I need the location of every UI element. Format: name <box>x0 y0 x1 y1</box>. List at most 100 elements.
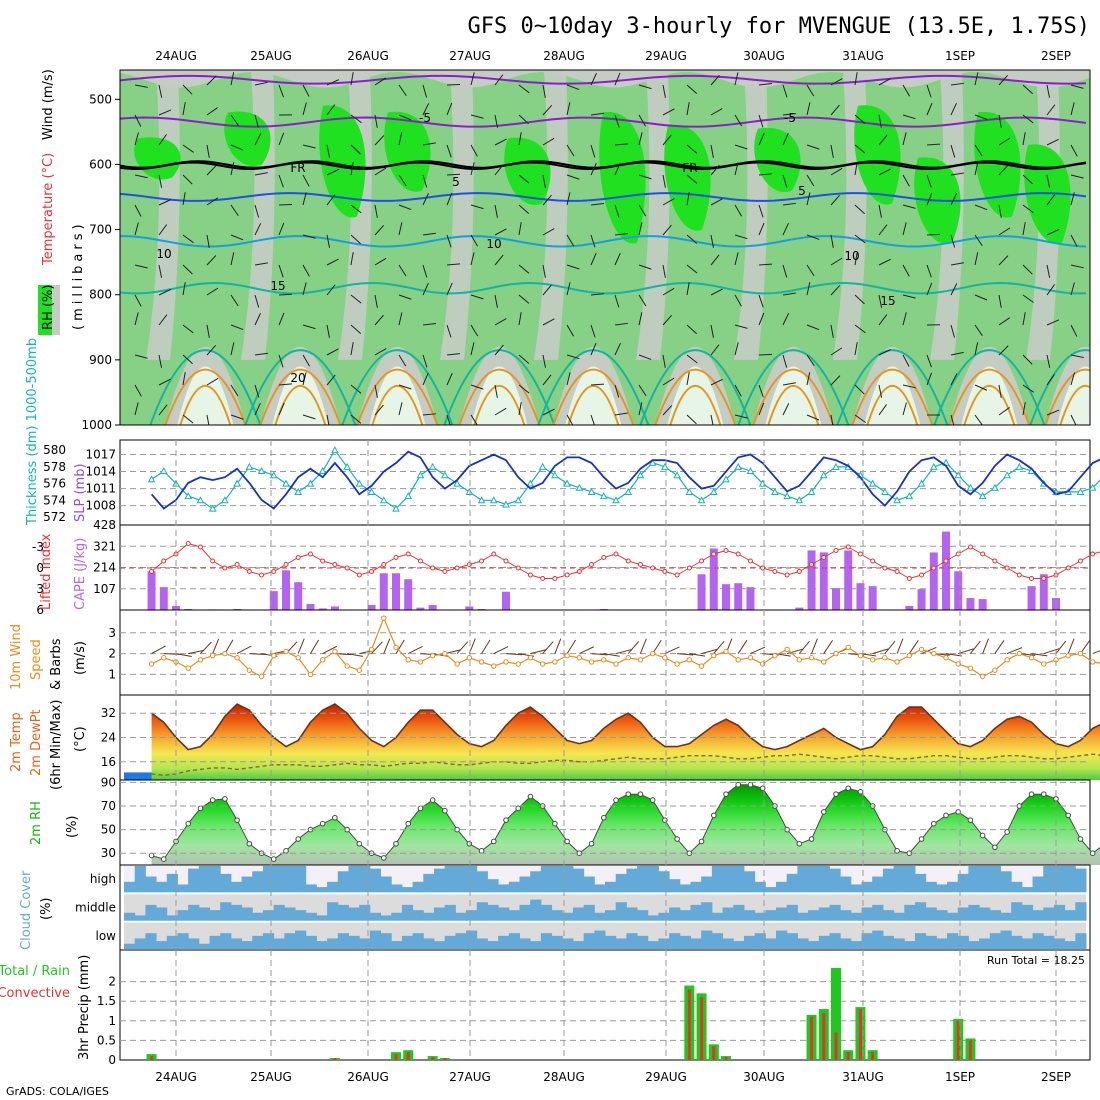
upper-wind-barb <box>1070 372 1076 386</box>
cloud-cover-cell <box>594 912 606 921</box>
upper-wind-barb <box>182 174 193 185</box>
upper-wind-barb <box>830 257 843 266</box>
upper-wind-barb <box>182 372 186 386</box>
wind10m-barb <box>456 641 469 654</box>
upper-wind-barb <box>446 263 460 266</box>
upper-wind-barb <box>734 252 739 266</box>
thickness-marker <box>379 496 388 504</box>
rh2m-marker <box>759 785 766 792</box>
cloud-cover-cell <box>733 941 745 949</box>
wind10m-marker <box>344 663 350 669</box>
upper-wind-barb <box>614 233 628 236</box>
temp2m-unit: (°C) <box>73 726 88 752</box>
cloud-cover-cell <box>530 941 542 949</box>
upper-wind-barb <box>1022 132 1026 146</box>
wind10m-tick-label: 2 <box>108 647 116 661</box>
wind10m-marker <box>564 652 570 659</box>
upper-wind-barb <box>158 199 172 206</box>
thickness-marker <box>367 487 376 495</box>
upper-wind-barb <box>614 294 620 308</box>
cape-bar <box>269 591 278 610</box>
thickness-marker <box>881 487 889 495</box>
upper-wind-barb <box>974 114 988 120</box>
cloud-label: Cloud Cover <box>19 870 34 950</box>
upper-wind-barb <box>998 114 1002 128</box>
wind10m-marker <box>466 655 473 661</box>
cloud-cover-cell <box>369 868 382 893</box>
cloud-cover-cell <box>487 941 499 949</box>
upper-wind-barb <box>398 174 407 187</box>
slp-tick-label: 1017 <box>85 448 116 462</box>
upper-wind-barb <box>926 192 933 206</box>
lifted-index-marker <box>894 569 900 574</box>
temp-arch-20 <box>836 349 949 425</box>
upper-wind-barb <box>590 293 604 296</box>
upper-wind-barb <box>566 282 571 296</box>
cloud-cover-cell <box>530 899 542 921</box>
cloud-cover-cell <box>925 907 937 921</box>
upper-wind-barb <box>734 414 748 419</box>
thickness-tick-label: 578 <box>43 460 66 474</box>
cloud-cover-cell <box>989 933 1001 949</box>
wind10m-marker <box>161 655 167 661</box>
upper-wind-barb <box>854 144 866 154</box>
upper-wind-barb <box>182 84 193 95</box>
cloud-cover-cell <box>273 904 285 921</box>
upper-wind-barb <box>590 73 597 86</box>
upper-wind-barb <box>494 164 504 176</box>
upper-wind-barb <box>662 377 675 386</box>
thickness-marker <box>514 496 523 504</box>
precip-convective-bar <box>406 1052 410 1060</box>
cloud-cover-cell <box>262 933 275 949</box>
cloud-cover-cell <box>284 907 296 921</box>
cloud-cover-cell <box>337 904 349 921</box>
upper-wind-barb <box>662 108 675 116</box>
bottom-date-label: 28AUG <box>543 1070 585 1084</box>
upper-wind-barb <box>974 234 983 247</box>
upper-wind-barb <box>998 204 1002 218</box>
upper-wind-barb <box>902 114 916 120</box>
cloud-cover-cell <box>1021 904 1034 921</box>
upper-wind-barb <box>710 254 720 266</box>
cloud-cover-cell <box>882 910 895 921</box>
upper-wind-barb <box>1070 192 1075 206</box>
wind10m-barb <box>347 653 363 657</box>
thickness-marker <box>1015 462 1024 470</box>
slp-panel: 580 578 576 574 572 1017 1014 1011 1008 Thicknes… <box>25 338 1100 526</box>
cloud-cover-cell <box>594 884 606 893</box>
temp-arch-30 <box>371 384 424 425</box>
upper-wind-barb <box>614 412 628 416</box>
upper-wind-barb <box>854 252 858 266</box>
upper-wind-barb <box>566 174 580 180</box>
wind10m-barb <box>310 639 320 654</box>
upper-wind-barb <box>446 414 451 425</box>
lifted-index-marker <box>589 562 595 567</box>
wind10m-barb <box>151 645 166 655</box>
upper-wind-barb <box>950 283 958 296</box>
cape-bar <box>929 552 938 610</box>
cloud-cover-cell <box>637 935 649 949</box>
lifted-index-marker <box>601 555 607 560</box>
wind10m-barb <box>945 653 962 657</box>
cloud-cover-cell <box>444 935 456 949</box>
upper-wind-barb <box>878 314 888 326</box>
upper-wind-barb <box>878 168 891 176</box>
thickness-marker <box>978 492 987 500</box>
upper-wind-barb <box>542 264 546 278</box>
lifted-index-marker <box>564 572 570 578</box>
upper-wind-barb <box>206 234 210 248</box>
precip-convective-bar <box>394 1054 398 1060</box>
bottom-date-axis: 24AUG 25AUG 26AUG 27AUG 28AUG 29AUG 30AUG 31AUG… <box>155 1070 1071 1084</box>
cloud-cover-cell <box>904 904 916 921</box>
cloud-cover-cell <box>423 938 435 949</box>
upper-wind-barb <box>518 402 522 416</box>
cloud-cover-cell <box>166 915 178 921</box>
upper-wind-barb <box>398 354 407 367</box>
upper-wind-barb <box>1022 312 1026 326</box>
lifted-index-marker <box>259 572 265 578</box>
cloud-cover-cell <box>145 876 157 893</box>
cloud-cover-cell <box>1053 866 1066 893</box>
rh2m-marker <box>270 856 277 862</box>
upper-wind-barb <box>686 192 690 206</box>
upper-wind-barb <box>1022 264 1033 275</box>
